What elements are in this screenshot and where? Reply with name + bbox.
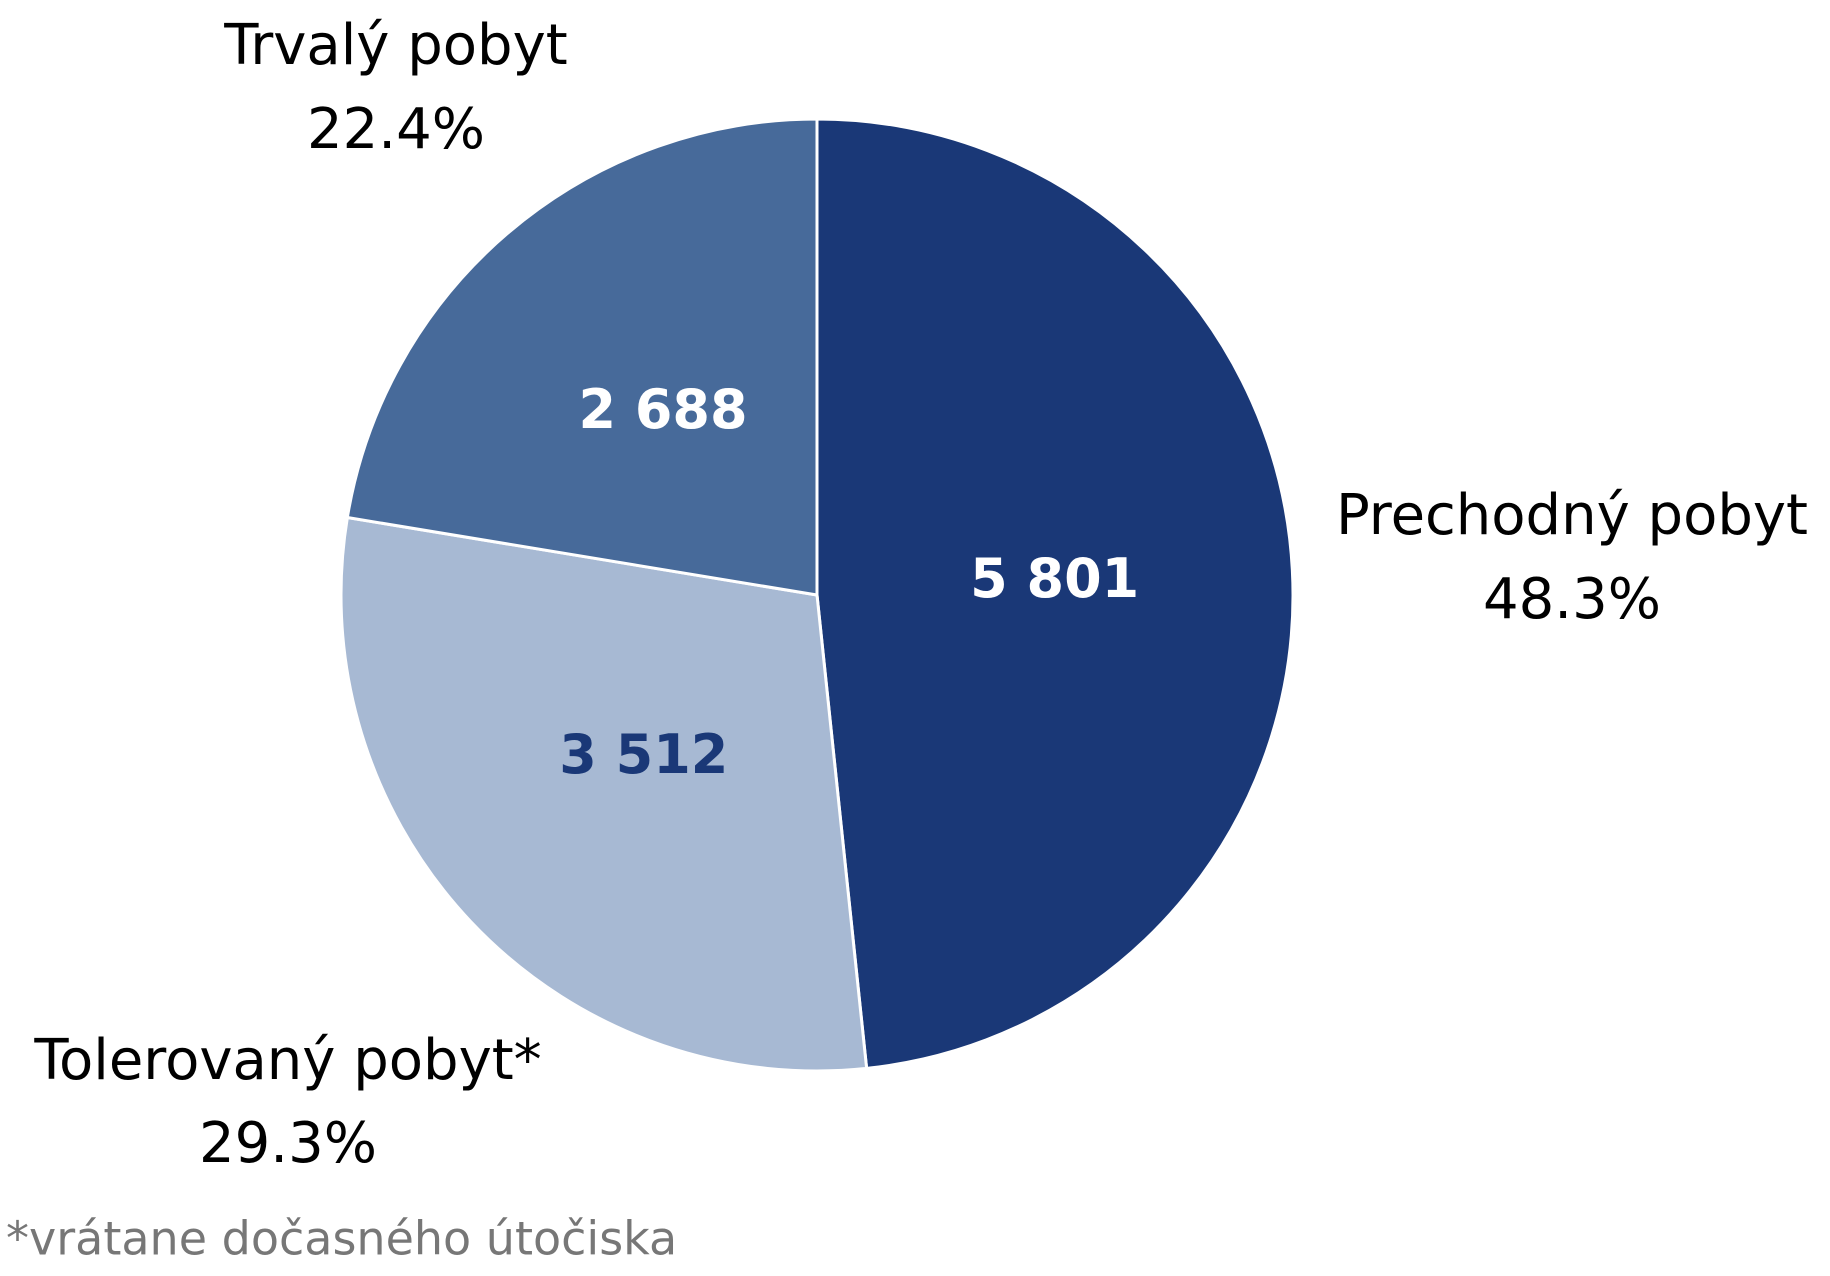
category-label: Tolerovaný pobyt* xyxy=(33,1028,541,1093)
pie-slice xyxy=(345,117,819,597)
percent-label: 22.4% xyxy=(307,97,485,162)
percent-label: 29.3% xyxy=(199,1111,377,1176)
category-label: Prechodný pobyt xyxy=(1336,483,1808,548)
category-label: Trvalý pobyt xyxy=(223,13,567,78)
pie-slice xyxy=(815,117,1295,1071)
value-label: 5 801 xyxy=(970,547,1139,610)
pie-slice xyxy=(339,515,869,1073)
footnote: *vrátane dočasného útočiska xyxy=(6,1212,677,1266)
value-label: 2 688 xyxy=(578,378,747,441)
percent-label: 48.3% xyxy=(1483,567,1661,632)
value-label: 3 512 xyxy=(559,723,728,786)
